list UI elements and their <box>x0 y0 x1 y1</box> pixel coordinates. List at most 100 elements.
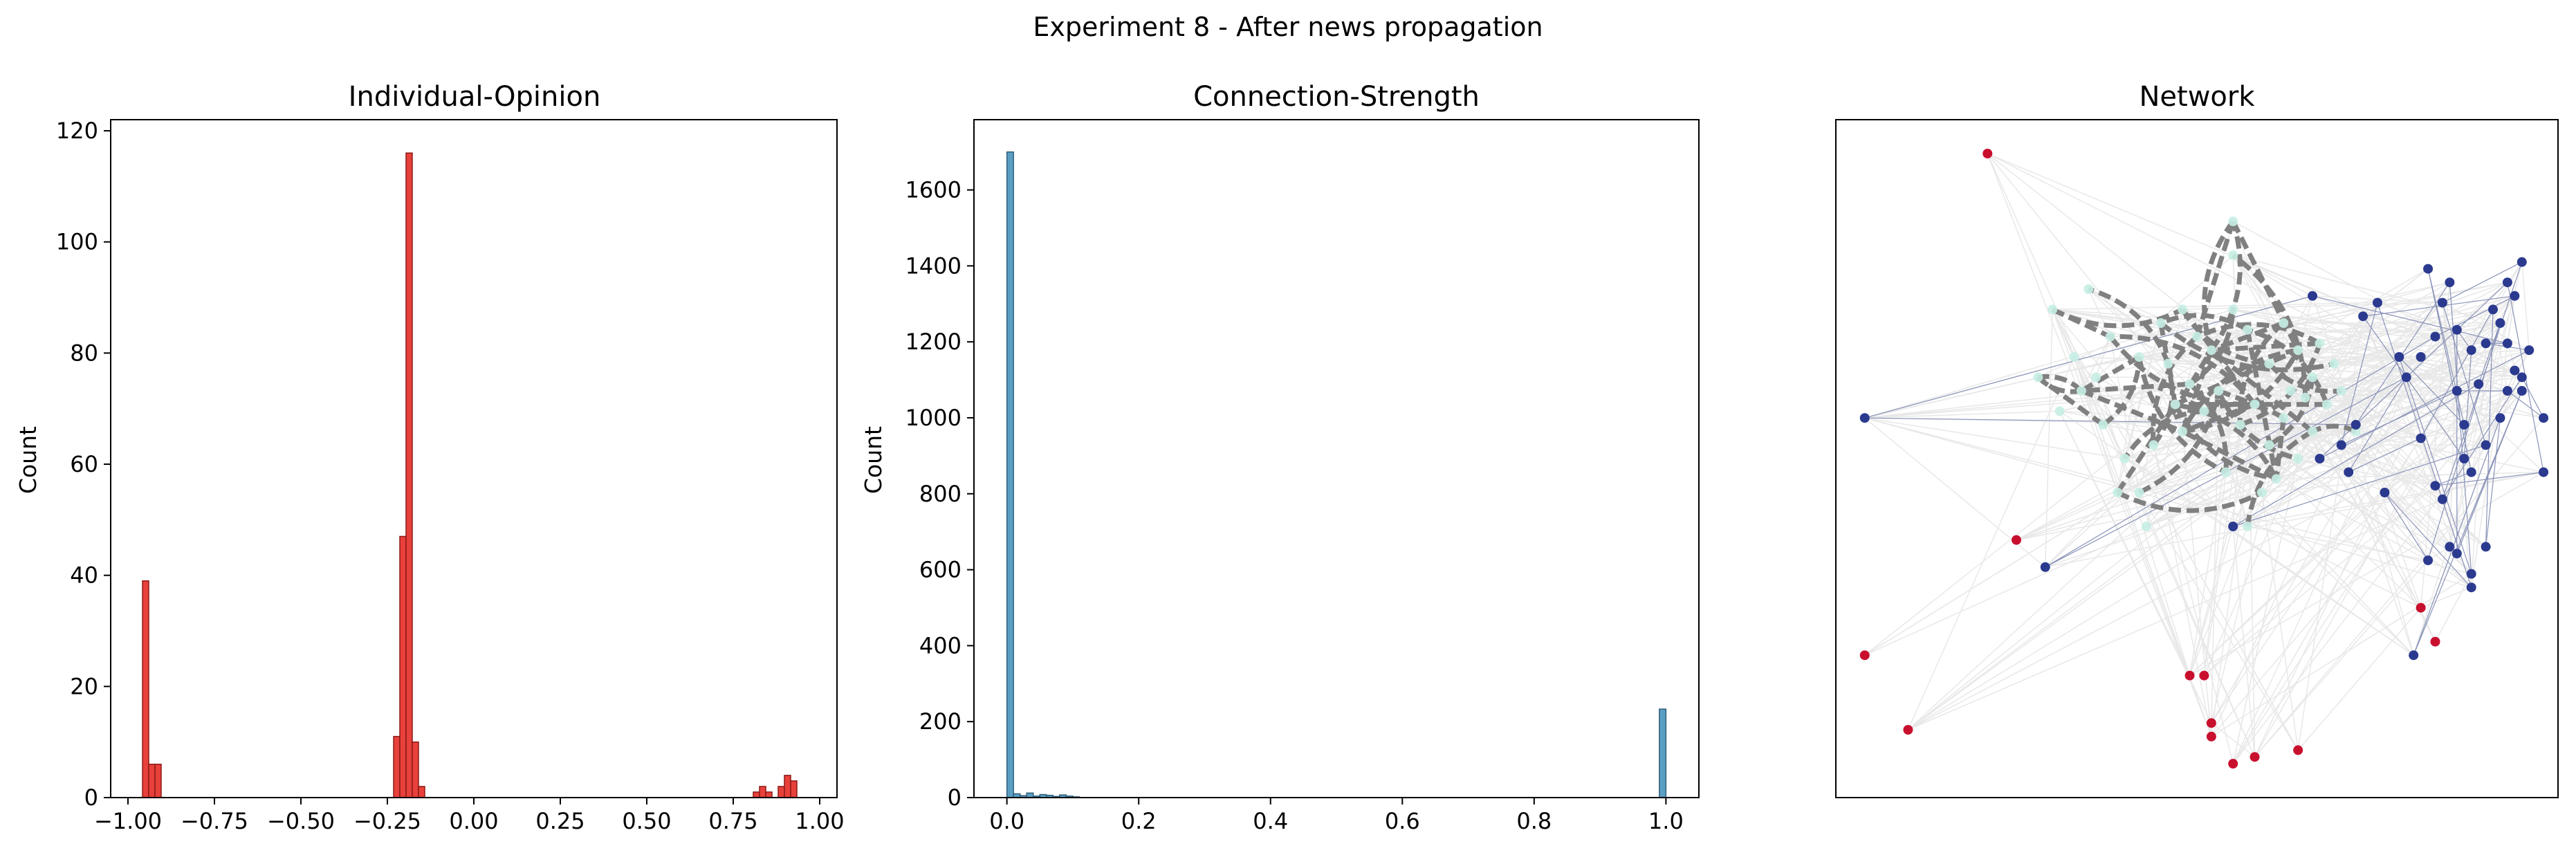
network-weak-edge <box>2254 268 2429 405</box>
network-weak-edge <box>2095 336 2111 378</box>
network-weak-edge <box>2232 255 2458 392</box>
network-node-neutral <box>2113 488 2123 497</box>
network-node-neutral <box>2321 399 2332 410</box>
network-blue-edge <box>2507 390 2544 419</box>
network-weak-edge <box>1907 356 2422 730</box>
network-weak-edge <box>2088 288 2328 405</box>
network-title: Network <box>2139 81 2255 113</box>
opinion-ytick-label-2: 40 <box>70 562 98 589</box>
network-weak-edge <box>1907 424 2241 730</box>
network-blue-edge <box>2312 295 2508 344</box>
network-blue-edge <box>2485 418 2501 547</box>
network-node-negative <box>2293 745 2303 755</box>
network-node-neutral <box>2243 522 2253 531</box>
network-edges <box>1864 153 2544 764</box>
opinion-bar-13 <box>790 780 798 798</box>
network-node-positive <box>2437 494 2447 504</box>
network-weak-edge <box>2456 390 2544 473</box>
network-blue-edge <box>2319 349 2530 459</box>
network-strong-edge <box>2175 402 2279 480</box>
strength-ytick-label-6: 1200 <box>905 329 962 355</box>
network-weak-edge <box>2478 383 2501 419</box>
network-strong-edge <box>2210 320 2285 353</box>
opinion-bar-2 <box>154 764 162 798</box>
strength-xtick-label-2: 0.4 <box>1253 808 1288 834</box>
strength-ytick-label-8: 1600 <box>905 177 962 203</box>
network-node-positive <box>2394 352 2404 362</box>
network-weak-edge <box>2297 316 2364 751</box>
network-strong-edge <box>2122 408 2205 460</box>
network-blue-edge <box>2435 472 2472 486</box>
network-weak-edge <box>2384 492 2450 547</box>
network-node-negative <box>1859 650 1870 661</box>
strength-y-ticks: 0 200 400 600 800 1000 1200 1400 1600 <box>905 177 974 811</box>
opinion-ytick-label-0: 0 <box>84 784 98 811</box>
network-weak-edge <box>1864 417 2472 575</box>
network-node-positive <box>2510 365 2520 376</box>
network-node-neutral <box>2329 358 2339 369</box>
network-node-positive <box>2481 440 2491 450</box>
strength-xtick-label-1: 0.2 <box>1121 808 1157 834</box>
opinion-bar-3 <box>393 735 401 798</box>
network-node-neutral <box>2048 304 2058 315</box>
opinion-bar-11 <box>778 786 785 798</box>
network-blue-edge <box>2478 322 2501 385</box>
network-node-neutral <box>2119 454 2130 463</box>
network-strong-edge <box>2218 388 2256 407</box>
network-weak-edge <box>2189 349 2530 677</box>
opinion-panel: Individual-Opinion Count −1.00 −0.75 −0.50… <box>15 81 845 834</box>
network-strong-edge <box>2216 389 2299 461</box>
opinion-xtick-label-2: −0.50 <box>267 808 335 834</box>
network-weak-edge <box>2052 309 2234 527</box>
network-weak-edge <box>2247 302 2378 527</box>
opinion-xtick-label-4: 0.00 <box>449 808 498 834</box>
network-weak-edge <box>1864 282 2450 419</box>
network-node-positive <box>2430 331 2440 342</box>
network-strong-edge <box>2196 322 2321 346</box>
network-strong-edge <box>2231 220 2301 351</box>
network-node-positive <box>2539 467 2549 477</box>
network-weak-edge <box>2276 390 2508 480</box>
network-strong-edge <box>2173 403 2277 481</box>
network-node-neutral <box>2170 399 2180 410</box>
network-node-neutral <box>2069 352 2079 362</box>
strength-bar-0 <box>1006 151 1014 798</box>
network-strong-edge <box>2267 377 2315 448</box>
strength-panel: Connection-Strength Count 0.0 0.2 0.4 0.6 0.… <box>860 81 1700 834</box>
network-node-positive <box>2466 569 2476 579</box>
network-node-positive <box>2401 372 2411 383</box>
opinion-bar-6 <box>412 741 419 798</box>
network-node-neutral <box>2336 386 2346 396</box>
network-blue-edge <box>2341 302 2378 445</box>
network-blue-edge <box>2442 302 2487 445</box>
network-weak-edge <box>2232 255 2472 575</box>
network-blue-edge <box>2413 390 2523 656</box>
network-node-positive <box>2539 413 2549 423</box>
network-strong-edge <box>2209 220 2243 352</box>
opinion-xtick-label-3: −0.25 <box>353 808 421 834</box>
opinion-ytick-label-6: 120 <box>56 118 98 144</box>
opinion-axes-frame <box>110 119 838 798</box>
network-weak-edge <box>2471 349 2515 371</box>
network-weak-edge <box>2413 472 2472 656</box>
opinion-bar-12 <box>784 775 791 798</box>
network-node-neutral <box>2315 338 2325 349</box>
network-blue-edge <box>2442 261 2523 304</box>
network-weak-edge <box>1987 153 2212 737</box>
network-weak-edge <box>2240 356 2421 425</box>
network-node-neutral <box>2033 372 2043 383</box>
network-blue-edge <box>2045 336 2436 568</box>
network-node-positive <box>2524 345 2534 356</box>
network-node-positive <box>2466 467 2476 477</box>
network-blue-edge <box>2485 309 2494 547</box>
opinion-xtick-label-5: 0.25 <box>535 808 585 834</box>
network-node-positive <box>2430 481 2440 491</box>
network-node-positive <box>2510 291 2520 301</box>
network-blue-edge <box>2413 417 2501 656</box>
network-blue-edge <box>2463 350 2472 459</box>
network-weak-edge <box>2203 424 2465 677</box>
network-weak-edge <box>2059 411 2191 676</box>
network-node-positive <box>2315 454 2325 463</box>
network-weak-edge <box>1864 417 2125 459</box>
network-weak-edge <box>2203 431 2313 676</box>
